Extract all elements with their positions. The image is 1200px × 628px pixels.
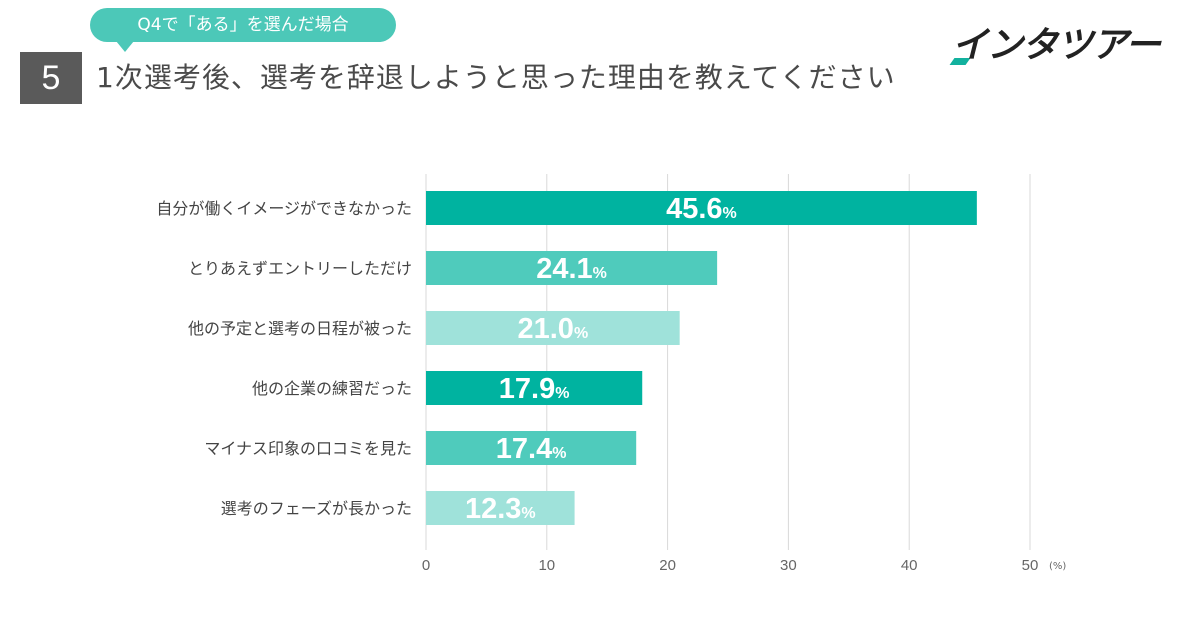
logo-text: インタツアー bbox=[952, 25, 1161, 66]
category-label: とりあえずエントリーしただけ bbox=[188, 259, 412, 278]
question-number-box: 5 bbox=[20, 52, 82, 104]
data-label-value: 21.0 bbox=[517, 313, 573, 345]
data-label-value: 24.1 bbox=[536, 253, 592, 285]
condition-label: Q4で「ある」を選んだ場合 bbox=[137, 15, 349, 35]
category-label: 自分が働くイメージができなかった bbox=[156, 199, 412, 218]
x-tick-label: 50 bbox=[1022, 557, 1039, 574]
data-label: 45.6% bbox=[666, 193, 737, 225]
bar bbox=[426, 371, 643, 405]
question-title: 1次選考後、選考を辞退しようと思った理由を教えてください bbox=[96, 61, 896, 94]
data-label-unit: % bbox=[574, 325, 588, 342]
x-tick-label: 20 bbox=[659, 557, 676, 574]
x-tick-label: 10 bbox=[538, 557, 555, 574]
data-label-value: 17.9 bbox=[499, 373, 555, 405]
data-label-unit: % bbox=[723, 205, 737, 222]
data-label-value: 12.3 bbox=[465, 493, 521, 525]
data-label-unit: % bbox=[552, 445, 566, 462]
bar bbox=[426, 431, 637, 465]
data-label-value: 45.6 bbox=[666, 193, 722, 225]
brand-logo: インタツアー bbox=[949, 24, 1178, 72]
data-label: 12.3% bbox=[465, 493, 536, 525]
data-label-value: 17.4 bbox=[496, 433, 552, 465]
data-label: 24.1% bbox=[536, 253, 607, 285]
data-label-unit: % bbox=[593, 265, 607, 282]
bar bbox=[426, 491, 575, 525]
data-label-unit: % bbox=[555, 385, 569, 402]
category-label: 選考のフェーズが長かった bbox=[221, 499, 412, 518]
x-axis-unit: (%) bbox=[1049, 561, 1066, 572]
x-tick-label: 0 bbox=[422, 557, 430, 574]
category-label: 他の予定と選考の日程が被った bbox=[188, 319, 412, 338]
x-tick-label: 40 bbox=[901, 557, 918, 574]
question-number: 5 bbox=[41, 59, 61, 97]
condition-badge-pointer bbox=[116, 41, 134, 52]
x-tick-label: 30 bbox=[780, 557, 797, 574]
category-label: マイナス印象の口コミを見た bbox=[204, 439, 412, 458]
category-label: 他の企業の練習だった bbox=[252, 379, 412, 398]
data-label: 21.0% bbox=[517, 313, 588, 345]
bar bbox=[426, 311, 680, 345]
data-label: 17.9% bbox=[499, 373, 570, 405]
data-label-unit: % bbox=[521, 505, 535, 522]
data-label: 17.4% bbox=[496, 433, 567, 465]
bar bbox=[426, 251, 718, 285]
condition-badge: Q4で「ある」を選んだ場合 bbox=[90, 8, 396, 42]
bar bbox=[426, 191, 977, 225]
